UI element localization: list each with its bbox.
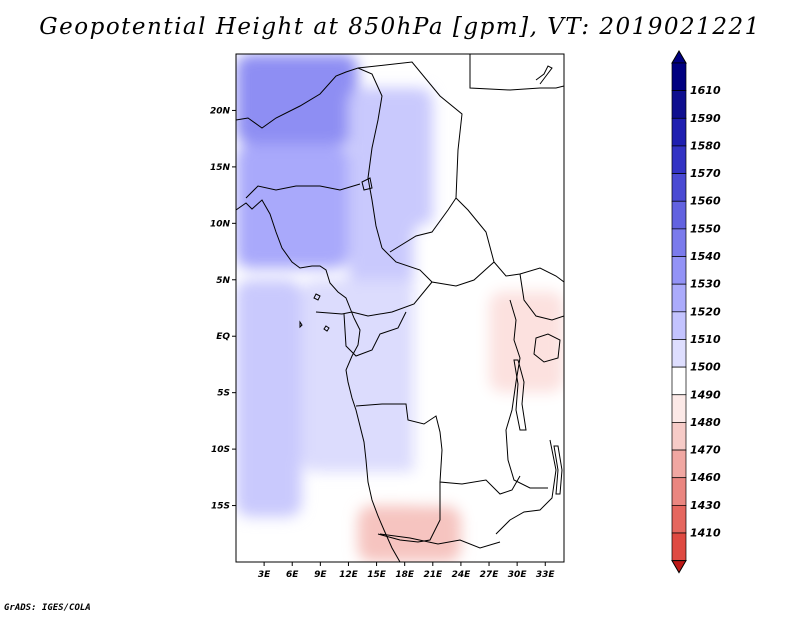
- y-tick-label: 20N: [210, 106, 231, 116]
- x-tick-label: 12E: [339, 570, 359, 580]
- colorbar-swatch: [671, 477, 687, 506]
- y-tick-label: 15N: [210, 163, 231, 173]
- west-african-coastline: [236, 199, 355, 319]
- colorbar-swatch: [671, 505, 687, 534]
- border-angola: [355, 403, 521, 495]
- map-frame: [235, 53, 565, 563]
- chart-title: Geopotential Height at 850hPa [gpm], VT:…: [39, 14, 761, 40]
- field-sahara-high: [236, 54, 358, 145]
- colorbar-swatch: [671, 200, 687, 230]
- colorbar-label: 1580: [690, 139, 721, 152]
- colorbar-swatch: [671, 366, 687, 396]
- colorbar-swatch: [671, 283, 687, 313]
- lake-malawi: [553, 445, 563, 495]
- gulf-islands: [299, 293, 330, 332]
- colorbar: 1610 1590 1580 1570 1560 1550 1540 1530 1520 1510…: [671, 50, 721, 574]
- colorbar-label: 1410: [690, 527, 721, 540]
- colorbar-swatch: [671, 532, 687, 561]
- x-axis: 3E 6E 9E 12E 15E 18E 21E 24E 27E 30E 33E: [258, 562, 556, 580]
- border-chad-sudan: [357, 61, 463, 253]
- x-tick-label: 3E: [258, 570, 271, 580]
- colorbar-label: 1570: [690, 167, 721, 180]
- colorbar-label: 1590: [690, 112, 721, 125]
- colorbar-label: 1480: [690, 416, 721, 429]
- border-sahara: [245, 183, 361, 199]
- border-sudan-east: [469, 54, 564, 91]
- colorbar-swatch: [671, 117, 687, 147]
- colorbar-label: 1470: [690, 444, 721, 457]
- geopotential-field: [236, 54, 564, 562]
- colorbar-label: 1490: [690, 388, 721, 401]
- colorbar-swatch: [671, 256, 687, 285]
- border-congo-west: [343, 311, 407, 357]
- colorbar-label: 1460: [690, 471, 721, 484]
- footer-credit: GrADS: IGES/COLA: [4, 603, 91, 613]
- border-drc-east: [505, 299, 548, 489]
- colorbar-label: 1520: [690, 305, 721, 318]
- colorbar-swatch: [671, 90, 687, 119]
- x-tick-label: 9E: [314, 570, 327, 580]
- colorbar-top-arrow: [671, 50, 687, 64]
- x-tick-label: 21E: [423, 570, 443, 580]
- colorbar-swatch: [671, 311, 687, 340]
- x-tick-label: 15E: [367, 570, 387, 580]
- map-area: [235, 53, 565, 563]
- x-tick-label: 6E: [286, 570, 299, 580]
- colorbar-label: 1430: [690, 499, 721, 512]
- field-west-africa: [236, 144, 349, 269]
- colorbar-swatch: [671, 62, 687, 91]
- lake-tanganyika: [513, 359, 527, 431]
- colorbar-swatch: [671, 449, 687, 479]
- coastlines-and-borders: [236, 54, 564, 562]
- field-smoothing: [236, 54, 564, 562]
- y-tick-label: EQ: [216, 332, 230, 342]
- colorbar-swatch: [671, 173, 687, 202]
- border-mozambique: [495, 439, 557, 535]
- field-congo-basin: [301, 279, 433, 472]
- field-kalahari: [357, 505, 461, 562]
- y-tick-label: 15S: [211, 502, 230, 512]
- colorbar-label: 1610: [690, 84, 721, 97]
- colorbar-swatch: [671, 145, 687, 174]
- border-sudan-south: [455, 197, 564, 283]
- lake-chad: [361, 177, 373, 191]
- colorbar-bottom-arrow: [671, 560, 687, 574]
- colorbar-swatch: [671, 394, 687, 423]
- y-tick-label: 5N: [216, 276, 230, 286]
- y-tick-label: 5S: [217, 389, 230, 399]
- x-tick-label: 27E: [480, 570, 500, 580]
- colorbar-label: 1530: [690, 278, 721, 291]
- colorbar-swatch: [671, 339, 687, 368]
- x-tick-label: 33E: [536, 570, 556, 580]
- border-east-africa: [519, 273, 564, 321]
- border-congo-north: [315, 281, 433, 317]
- x-tick-label: 18E: [395, 570, 415, 580]
- x-tick-label: 30E: [508, 570, 528, 580]
- colorbar-label: 1500: [690, 361, 721, 374]
- field-sahel: [348, 87, 433, 303]
- x-tick-label: 24E: [452, 570, 472, 580]
- red-sea-coast: [535, 65, 553, 85]
- central-african-coastline: [345, 317, 401, 562]
- border-namibia: [379, 533, 501, 549]
- y-tick-label: 10N: [210, 219, 231, 229]
- colorbar-swatch: [671, 422, 687, 451]
- field-lake-victoria: [489, 291, 564, 393]
- lake-victoria: [533, 333, 561, 363]
- field-atlantic: [236, 279, 302, 517]
- colorbar-swatch: [671, 228, 687, 257]
- colorbar-label: 1540: [690, 250, 721, 263]
- colorbar-label: 1560: [690, 195, 721, 208]
- y-axis: 20N 15N 10N 5N EQ 5S 10S 15S: [210, 106, 236, 512]
- colorbar-label: 1510: [690, 333, 721, 346]
- y-tick-label: 10S: [211, 445, 230, 455]
- colorbar-label: 1550: [690, 222, 721, 235]
